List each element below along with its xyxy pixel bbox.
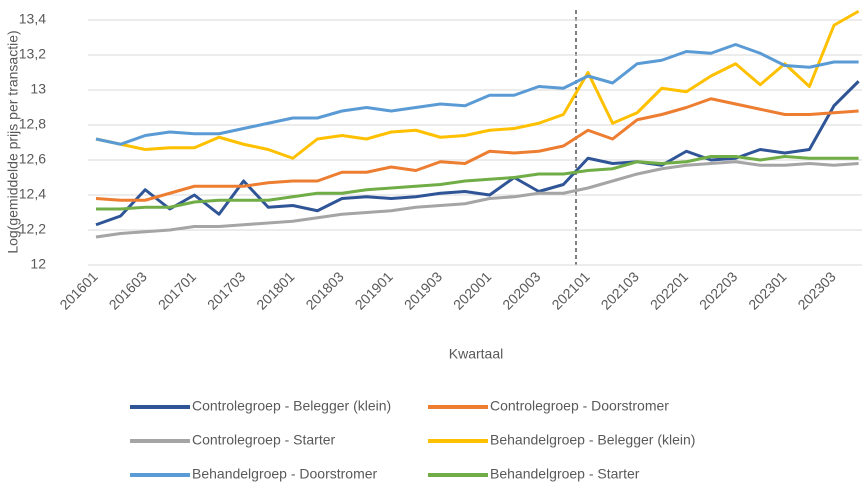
x-axis-title: Kwartaal (449, 346, 503, 362)
y-tick-label: 12,6 (19, 151, 46, 167)
y-tick-label: 13,2 (19, 46, 46, 62)
x-tick-label: 201703 (204, 268, 248, 312)
x-tick-label: 202201 (647, 268, 691, 312)
legend-label: Controlegroep - Belegger (klein) (192, 398, 391, 414)
series-line (95, 160, 859, 239)
series-line (95, 80, 860, 227)
x-tick-label: 202301 (745, 268, 789, 312)
x-tick-label: 201801 (253, 268, 297, 312)
y-tick-label: 12 (30, 256, 46, 272)
y-tick-label: 12,2 (19, 221, 46, 237)
series-line (95, 9, 860, 160)
series-line (95, 97, 859, 202)
y-tick-label: 12,8 (19, 116, 46, 132)
legend-label: Behandelgroep - Doorstromer (192, 466, 378, 482)
x-tick-label: 202003 (499, 268, 543, 312)
series-line (95, 43, 859, 146)
legend-label: Controlegroep - Starter (192, 432, 336, 448)
x-tick-label: 202203 (696, 268, 740, 312)
x-tick-label: 202303 (794, 268, 838, 312)
x-tick-label: 202103 (598, 268, 642, 312)
x-tick-label: 201603 (106, 268, 150, 312)
x-tick-label: 201601 (56, 268, 100, 312)
legend-label: Behandelgroep - Belegger (klein) (490, 432, 695, 448)
legend-label: Controlegroep - Doorstromer (490, 398, 669, 414)
series-line (96, 155, 859, 211)
x-tick-label: 202001 (450, 268, 494, 312)
legend-label: Behandelgroep - Starter (490, 466, 640, 482)
y-tick-label: 12,4 (19, 186, 46, 202)
y-tick-label: 13 (30, 81, 46, 97)
y-tick-label: 13,4 (19, 11, 46, 27)
x-tick-label: 201701 (155, 268, 199, 312)
plot-lines (95, 9, 860, 239)
x-tick-label: 201903 (401, 268, 445, 312)
x-tick-label: 201803 (302, 268, 346, 312)
y-axis-title: Log(gemiddelde prijs per transactie) (5, 30, 21, 253)
x-tick-label: 202101 (548, 268, 592, 312)
x-tick-label: 201901 (352, 268, 396, 312)
